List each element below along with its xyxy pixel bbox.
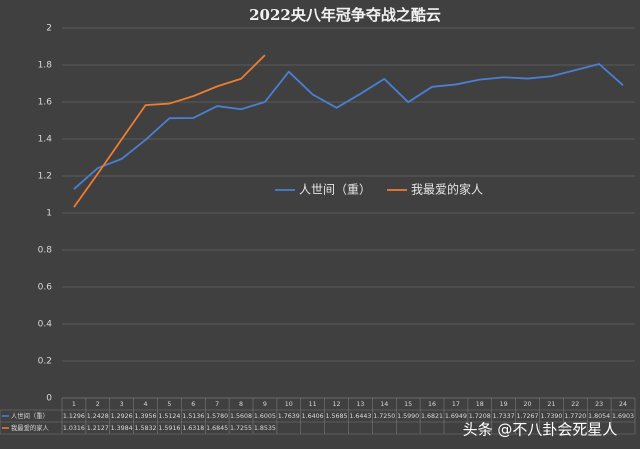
watermark: 头条 @不八卦会死星人 xyxy=(463,421,618,439)
table-cell: 1.2127 xyxy=(87,425,109,432)
x-tick-label: 8 xyxy=(239,401,243,408)
y-tick-label: 0.6 xyxy=(38,283,53,293)
series-line xyxy=(73,63,624,190)
x-tick-label: 4 xyxy=(144,401,148,408)
y-tick-label: 1.6 xyxy=(38,98,53,108)
y-tick-label: 1.4 xyxy=(38,135,53,145)
x-tick-label: 23 xyxy=(595,401,603,408)
x-tick-label: 14 xyxy=(380,401,388,408)
table-cell: 1.7639 xyxy=(278,413,300,420)
table-cell: 1.5990 xyxy=(397,413,419,420)
table-cell: 1.7720 xyxy=(564,413,586,420)
table-cell: 1.7337 xyxy=(493,413,515,420)
table-cell: 1.6443 xyxy=(349,413,371,420)
x-tick-label: 15 xyxy=(404,401,412,408)
y-tick-label: 1.8 xyxy=(38,61,53,71)
x-tick-label: 22 xyxy=(571,401,579,408)
x-tick-label: 20 xyxy=(524,401,532,408)
table-cell: 1.7208 xyxy=(469,413,491,420)
legend-label: 我最爱的家人 xyxy=(411,182,483,197)
table-cell: 1.6318 xyxy=(182,425,204,432)
table-cell: 1.0316 xyxy=(63,425,85,432)
x-tick-label: 11 xyxy=(309,401,317,408)
table-cell: 1.5832 xyxy=(135,425,157,432)
chart-title: 2022央八年冠争夺战之酷云 xyxy=(249,6,441,24)
x-tick-label: 5 xyxy=(167,401,171,408)
y-tick-label: 1 xyxy=(46,209,52,219)
table-cell: 1.2926 xyxy=(111,413,133,420)
table-cell: 1.7267 xyxy=(517,413,539,420)
x-tick-label: 24 xyxy=(619,401,627,408)
x-tick-label: 7 xyxy=(215,401,219,408)
y-tick-label: 0.2 xyxy=(38,357,52,367)
table-cell: 1.6903 xyxy=(612,413,634,420)
x-tick-label: 3 xyxy=(120,401,124,408)
x-tick-label: 9 xyxy=(263,401,267,408)
y-tick-label: 0 xyxy=(46,394,52,404)
table-cell: 1.3956 xyxy=(135,413,157,420)
table-cell: 1.2428 xyxy=(87,413,109,420)
table-cell: 1.6821 xyxy=(421,413,443,420)
x-tick-label: 2 xyxy=(96,401,100,408)
y-tick-label: 0.8 xyxy=(38,246,53,256)
table-cell: 1.8535 xyxy=(254,425,276,432)
table-cell: 1.5916 xyxy=(158,425,180,432)
x-tick-label: 17 xyxy=(452,401,460,408)
x-tick-label: 12 xyxy=(333,401,341,408)
table-cell: 1.5780 xyxy=(206,413,228,420)
x-tick-label: 18 xyxy=(476,401,484,408)
table-cell: 1.6005 xyxy=(254,413,276,420)
legend-label: 人世间（重） xyxy=(299,183,371,197)
table-cell: 1.6845 xyxy=(206,425,228,432)
x-tick-label: 16 xyxy=(428,401,436,408)
x-tick-label: 21 xyxy=(547,401,555,408)
table-cell: 1.8054 xyxy=(588,413,610,420)
table-cell: 1.1296 xyxy=(63,413,85,420)
table-cell: 1.3984 xyxy=(111,425,133,432)
table-cell: 1.7250 xyxy=(373,413,395,420)
x-tick-label: 1 xyxy=(72,401,76,408)
y-tick-label: 2 xyxy=(46,24,52,34)
table-series-name: 我最爱的家人 xyxy=(11,423,49,432)
y-tick-label: 1.2 xyxy=(38,172,52,182)
x-tick-label: 6 xyxy=(191,401,195,408)
table-cell: 1.7255 xyxy=(230,425,252,432)
table-cell: 1.6949 xyxy=(445,413,467,420)
y-tick-label: 0.4 xyxy=(38,320,53,330)
table-cell: 1.7390 xyxy=(540,413,562,420)
table-cell: 1.5608 xyxy=(230,413,252,420)
table-cell: 1.6406 xyxy=(302,413,324,420)
x-tick-label: 10 xyxy=(285,401,293,408)
x-tick-label: 13 xyxy=(356,401,364,408)
table-series-name: 人世间（重） xyxy=(11,411,49,420)
series-line xyxy=(73,54,266,208)
table-cell: 1.5124 xyxy=(158,413,180,420)
x-tick-label: 19 xyxy=(500,401,508,408)
table-cell: 1.5136 xyxy=(182,413,204,420)
table-cell: 1.5685 xyxy=(326,413,348,420)
